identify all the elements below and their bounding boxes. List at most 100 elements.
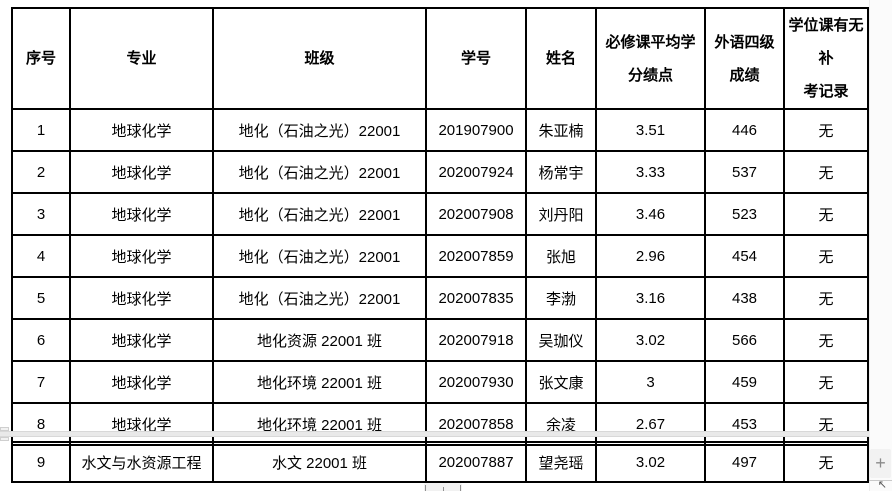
table-cell[interactable]: 3 xyxy=(595,360,706,404)
table-cell[interactable]: 地球化学 xyxy=(69,150,214,194)
table-cell[interactable]: 刘丹阳 xyxy=(525,192,597,236)
table-cell[interactable]: 3.02 xyxy=(595,441,706,483)
table-cell[interactable]: 202007858 xyxy=(425,402,527,446)
table-cell[interactable]: 无 xyxy=(783,192,869,236)
table-row: 5 地球化学 地化（石油之光）22001 202007835 李渤 3.16 438 无 xyxy=(11,276,869,320)
table-cell[interactable]: 5 xyxy=(11,276,71,320)
horizontal-scrollbar-thumb[interactable] xyxy=(424,483,462,491)
table-cell[interactable]: 地球化学 xyxy=(69,234,214,278)
table-cell[interactable]: 张文康 xyxy=(525,360,597,404)
table-cell[interactable]: 朱亚楠 xyxy=(525,108,597,152)
table-cell[interactable]: 余凌 xyxy=(525,402,597,446)
header-student-id[interactable]: 学号 xyxy=(425,7,527,110)
header-class[interactable]: 班级 xyxy=(212,7,427,110)
table-cell[interactable]: 202007887 xyxy=(425,441,527,483)
table-cell[interactable]: 地球化学 xyxy=(69,276,214,320)
scrollbar-tick-icon xyxy=(425,485,426,491)
table-cell[interactable]: 566 xyxy=(704,318,785,362)
table-cell[interactable]: 202007908 xyxy=(425,192,527,236)
table-cell[interactable]: 张旭 xyxy=(525,234,597,278)
scrollbar-tick-icon xyxy=(460,485,461,491)
table-cell[interactable]: 3.02 xyxy=(595,318,706,362)
page-break-gap xyxy=(0,431,892,437)
table-row: 6 地球化学 地化资源 22001 班 202007918 吴珈仪 3.02 566 无 xyxy=(11,318,869,362)
table-cell[interactable]: 201907900 xyxy=(425,108,527,152)
table-cell[interactable]: 无 xyxy=(783,234,869,278)
header-cet4-score[interactable]: 外语四级 成绩 xyxy=(704,7,785,110)
vertical-scrollbar-rail[interactable]: + ↖ xyxy=(869,0,892,491)
table-cell[interactable]: 3.46 xyxy=(595,192,706,236)
grades-table-continued: 9 水文与水资源工程 水文 22001 班 202007887 望尧瑶 3.02 497 无 xyxy=(11,441,869,483)
table-cell[interactable]: 453 xyxy=(704,402,785,446)
table-cell[interactable]: 2 xyxy=(11,150,71,194)
table-cell[interactable]: 地球化学 xyxy=(69,192,214,236)
table-cell[interactable]: 7 xyxy=(11,360,71,404)
table-cell[interactable]: 202007930 xyxy=(425,360,527,404)
resize-grip-icon[interactable]: ↖ xyxy=(877,479,887,491)
table-cell[interactable]: 无 xyxy=(783,441,869,483)
rail-divider xyxy=(869,480,892,481)
page-edge-tab xyxy=(0,427,9,431)
table-cell[interactable]: 无 xyxy=(783,150,869,194)
table-cell[interactable]: 3.51 xyxy=(595,108,706,152)
table-cell[interactable]: 497 xyxy=(704,441,785,483)
table-cell[interactable]: 无 xyxy=(783,276,869,320)
table-cell[interactable]: 地球化学 xyxy=(69,108,214,152)
table-row: 1 地球化学 地化（石油之光）22001 201907900 朱亚楠 3.51 446 无 xyxy=(11,108,869,152)
header-name[interactable]: 姓名 xyxy=(525,7,597,110)
table-cell[interactable]: 523 xyxy=(704,192,785,236)
table-cell[interactable]: 3 xyxy=(11,192,71,236)
table-cell[interactable]: 8 xyxy=(11,402,71,446)
table-cell[interactable]: 水文与水资源工程 xyxy=(69,441,214,483)
table-cell[interactable]: 杨常宇 xyxy=(525,150,597,194)
table-cell[interactable]: 望尧瑶 xyxy=(525,441,597,483)
table-row: 7 地球化学 地化环境 22001 班 202007930 张文康 3 459 无 xyxy=(11,360,869,404)
table-cell[interactable]: 3.33 xyxy=(595,150,706,194)
table-cell[interactable]: 地化（石油之光）22001 xyxy=(212,276,427,320)
table-cell[interactable]: 4 xyxy=(11,234,71,278)
table-cell[interactable]: 202007859 xyxy=(425,234,527,278)
table-cell[interactable]: 3.16 xyxy=(595,276,706,320)
table-cell[interactable]: 202007924 xyxy=(425,150,527,194)
table-cell[interactable]: 地化环境 22001 班 xyxy=(212,360,427,404)
header-makeup-record[interactable]: 学位课有无补 考记录 xyxy=(783,7,869,110)
table-cell[interactable]: 无 xyxy=(783,402,869,446)
table-row: 2 地球化学 地化（石油之光）22001 202007924 杨常宇 3.33 537 无 xyxy=(11,150,869,194)
table-row: 9 水文与水资源工程 水文 22001 班 202007887 望尧瑶 3.02 497 无 xyxy=(11,441,869,483)
table-cell[interactable]: 地化资源 22001 班 xyxy=(212,318,427,362)
table-cell[interactable]: 地化（石油之光）22001 xyxy=(212,234,427,278)
table-cell[interactable]: 水文 22001 班 xyxy=(212,441,427,483)
header-major[interactable]: 专业 xyxy=(69,7,214,110)
table-cell[interactable]: 202007918 xyxy=(425,318,527,362)
table-cell[interactable]: 438 xyxy=(704,276,785,320)
table-cell[interactable]: 地化（石油之光）22001 xyxy=(212,150,427,194)
table-cell[interactable]: 6 xyxy=(11,318,71,362)
table-cell[interactable]: 吴珈仪 xyxy=(525,318,597,362)
table-cell[interactable]: 9 xyxy=(11,441,71,483)
table-cell[interactable]: 1 xyxy=(11,108,71,152)
table-body-continued: 9 水文与水资源工程 水文 22001 班 202007887 望尧瑶 3.02 497 无 xyxy=(11,441,869,483)
table-cell[interactable]: 2.96 xyxy=(595,234,706,278)
header-gpa[interactable]: 必修课平均学 分绩点 xyxy=(595,7,706,110)
table-cell[interactable]: 地球化学 xyxy=(69,402,214,446)
header-serial[interactable]: 序号 xyxy=(11,7,71,110)
table-cell[interactable]: 地球化学 xyxy=(69,318,214,362)
table-cell[interactable]: 地化环境 22001 班 xyxy=(212,402,427,446)
table-cell[interactable]: 537 xyxy=(704,150,785,194)
table-cell[interactable]: 459 xyxy=(704,360,785,404)
table-cell[interactable]: 无 xyxy=(783,108,869,152)
plus-button[interactable]: + xyxy=(870,449,891,478)
table-cell[interactable]: 地化（石油之光）22001 xyxy=(212,192,427,236)
table-cell[interactable]: 446 xyxy=(704,108,785,152)
page-edge-tab xyxy=(0,437,9,441)
table-cell[interactable]: 地球化学 xyxy=(69,360,214,404)
table-cell[interactable]: 李渤 xyxy=(525,276,597,320)
table-row: 8 地球化学 地化环境 22001 班 202007858 余凌 2.67 453 无 xyxy=(11,402,869,446)
table-cell[interactable]: 454 xyxy=(704,234,785,278)
table-cell[interactable]: 无 xyxy=(783,318,869,362)
table-cell[interactable]: 无 xyxy=(783,360,869,404)
table-cell[interactable]: 2.67 xyxy=(595,402,706,446)
table-cell[interactable]: 202007835 xyxy=(425,276,527,320)
table-cell[interactable]: 地化（石油之光）22001 xyxy=(212,108,427,152)
